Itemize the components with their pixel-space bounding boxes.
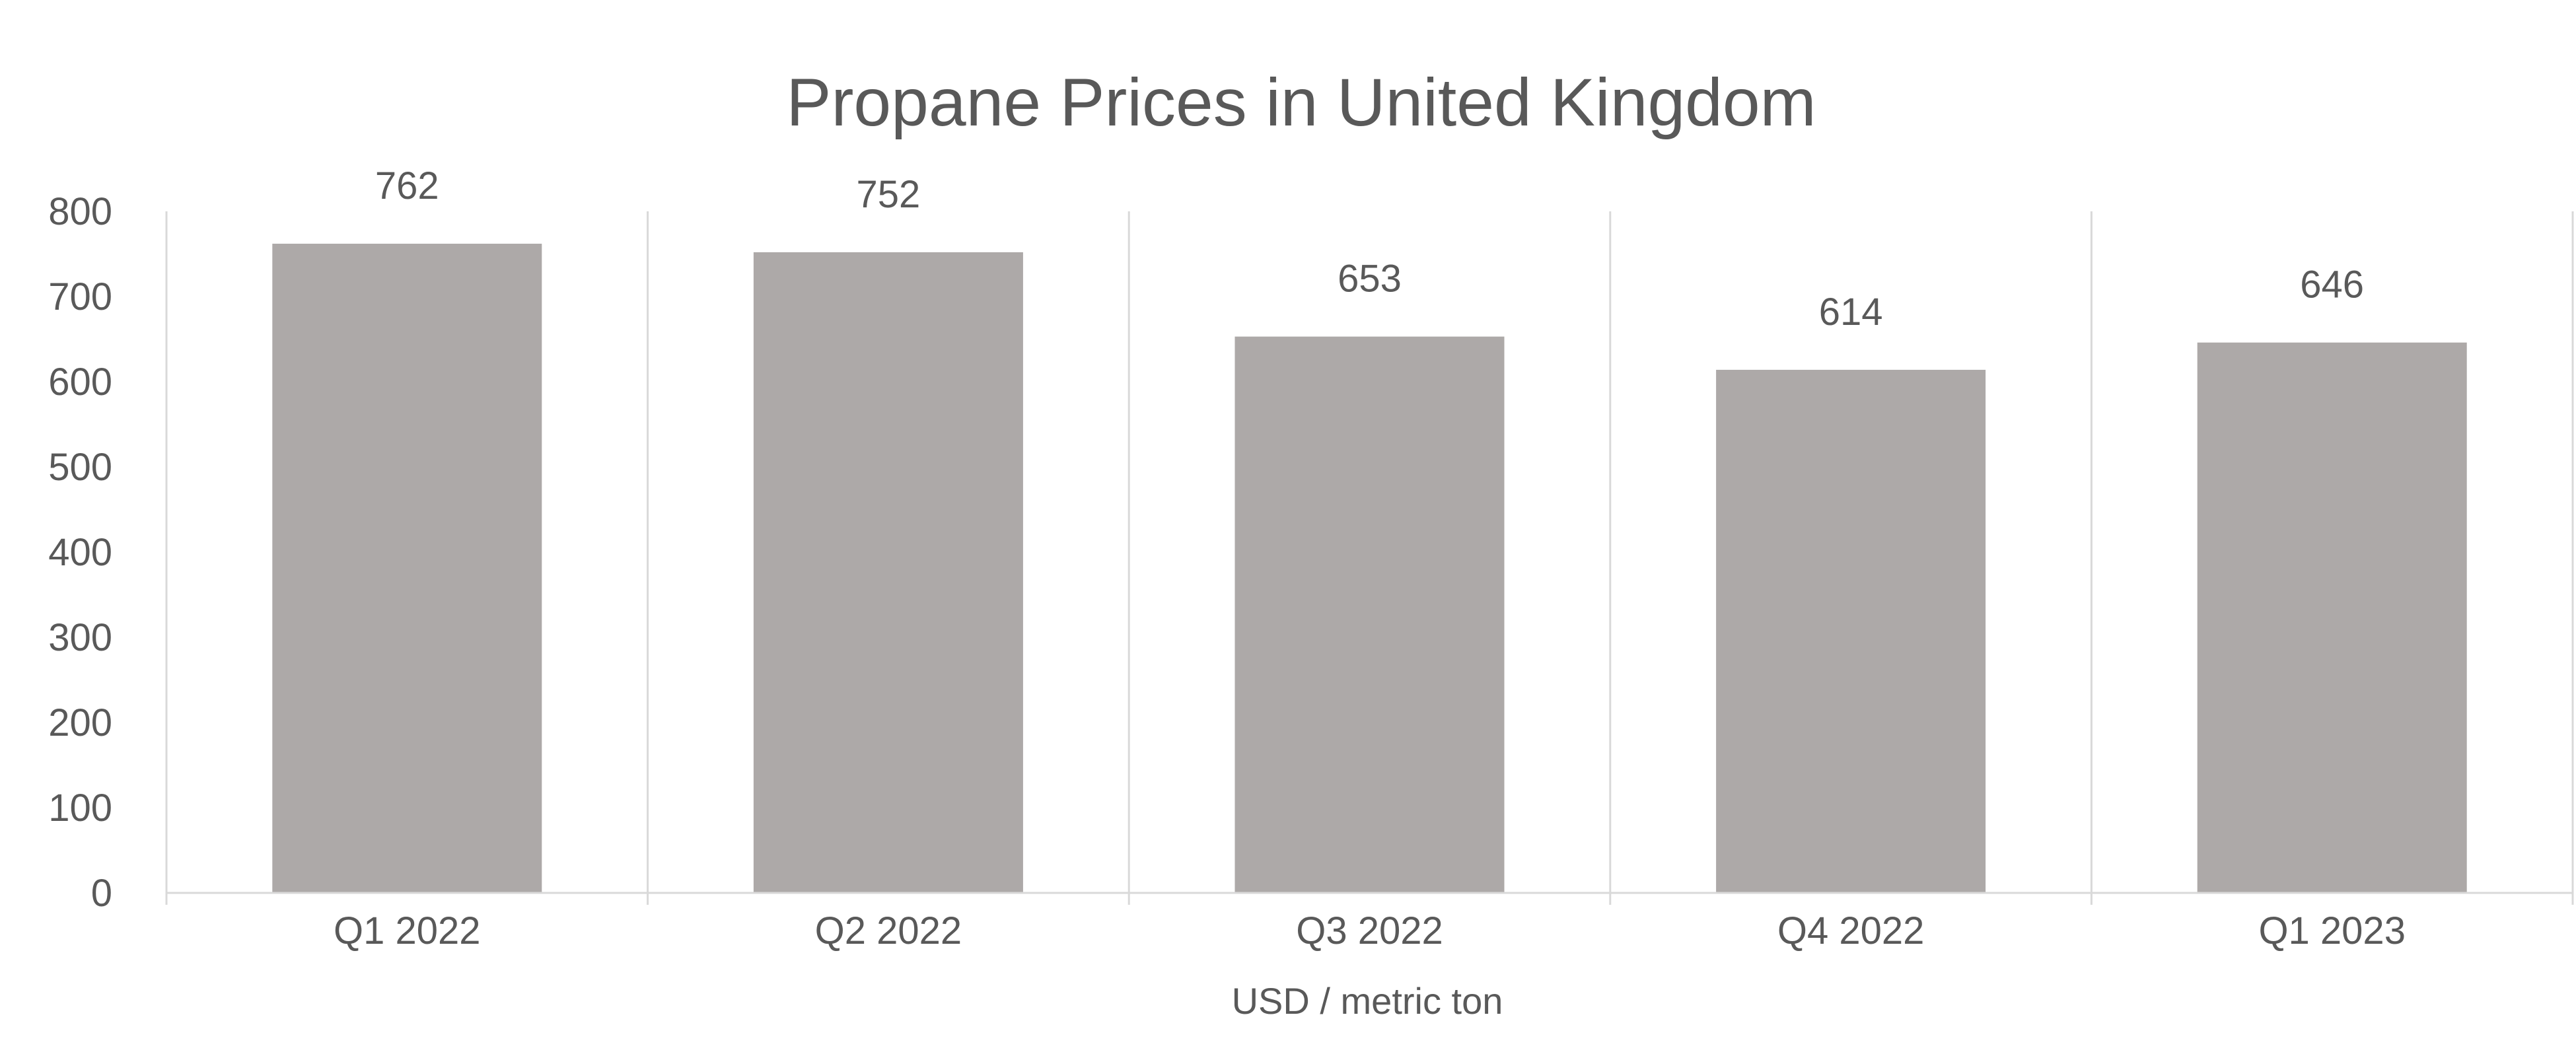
bar xyxy=(2197,342,2467,893)
y-axis: 0 100 200 300 400 500 600 700 800 xyxy=(48,190,112,915)
grid-layer xyxy=(165,211,2574,905)
x-tick-label: Q3 2022 xyxy=(1296,909,1443,952)
y-tick-label: 100 xyxy=(48,787,112,830)
y-tick-label: 200 xyxy=(48,701,112,744)
x-tick-label: Q1 2022 xyxy=(334,909,481,952)
x-tick-label: Q1 2023 xyxy=(2258,909,2406,952)
x-tick-label: Q2 2022 xyxy=(815,909,962,952)
y-tick-label: 800 xyxy=(48,190,112,233)
y-tick-label: 500 xyxy=(48,446,112,489)
y-tick-label: 600 xyxy=(48,361,112,404)
data-label: 762 xyxy=(375,164,439,207)
bars-layer xyxy=(272,244,2467,893)
bar xyxy=(1716,369,1986,893)
data-label: 752 xyxy=(857,173,921,216)
y-tick-label: 0 xyxy=(91,872,112,915)
data-label: 614 xyxy=(1819,291,1883,334)
bar xyxy=(1234,336,1505,893)
y-tick-label: 300 xyxy=(48,616,112,659)
chart-title: Propane Prices in United Kingdom xyxy=(786,65,1816,140)
bar xyxy=(272,244,542,893)
y-tick-label: 400 xyxy=(48,531,112,574)
x-axis: Q1 2022 Q2 2022 Q3 2022 Q4 2022 Q1 2023 xyxy=(166,892,2573,952)
x-axis-title: USD / metric ton xyxy=(1232,980,1503,1022)
data-label: 646 xyxy=(2300,264,2364,306)
y-tick-label: 700 xyxy=(48,275,112,318)
data-label: 653 xyxy=(1338,258,1402,300)
x-tick-label: Q4 2022 xyxy=(1777,909,1925,952)
bar xyxy=(753,252,1023,893)
data-labels-layer: 762 752 653 614 646 xyxy=(375,164,2364,334)
